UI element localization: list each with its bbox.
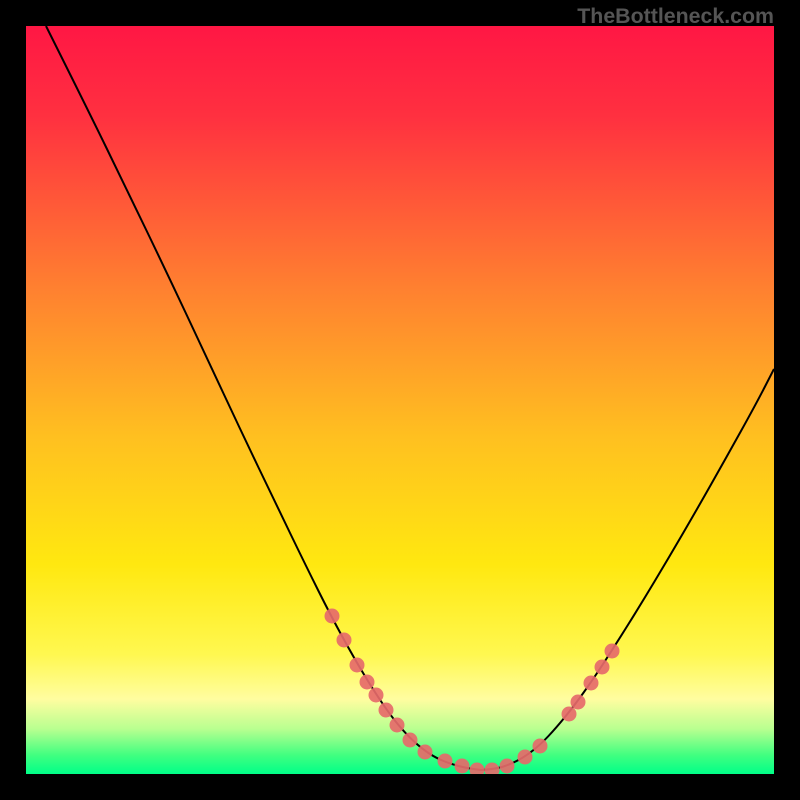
bottleneck-curve-right [481, 369, 774, 770]
scatter-marker [533, 739, 548, 754]
scatter-marker [571, 695, 586, 710]
scatter-marker [337, 633, 352, 648]
watermark-text: TheBottleneck.com [577, 4, 774, 29]
scatter-marker [325, 609, 340, 624]
scatter-marker [360, 675, 375, 690]
scatter-marker [470, 763, 485, 775]
bottleneck-curve-left [46, 26, 481, 770]
chart-overlay [26, 26, 774, 774]
scatter-marker [369, 688, 384, 703]
scatter-marker [562, 707, 577, 722]
scatter-marker [595, 660, 610, 675]
scatter-marker [485, 763, 500, 775]
scatter-marker [350, 658, 365, 673]
scatter-marker [455, 759, 470, 774]
scatter-marker [500, 759, 515, 774]
scatter-marker [418, 745, 433, 760]
scatter-marker [438, 754, 453, 769]
scatter-marker [390, 718, 405, 733]
scatter-markers [325, 609, 620, 775]
scatter-marker [584, 676, 599, 691]
scatter-marker [379, 703, 394, 718]
scatter-marker [403, 733, 418, 748]
scatter-marker [518, 750, 533, 765]
scatter-marker [605, 644, 620, 659]
